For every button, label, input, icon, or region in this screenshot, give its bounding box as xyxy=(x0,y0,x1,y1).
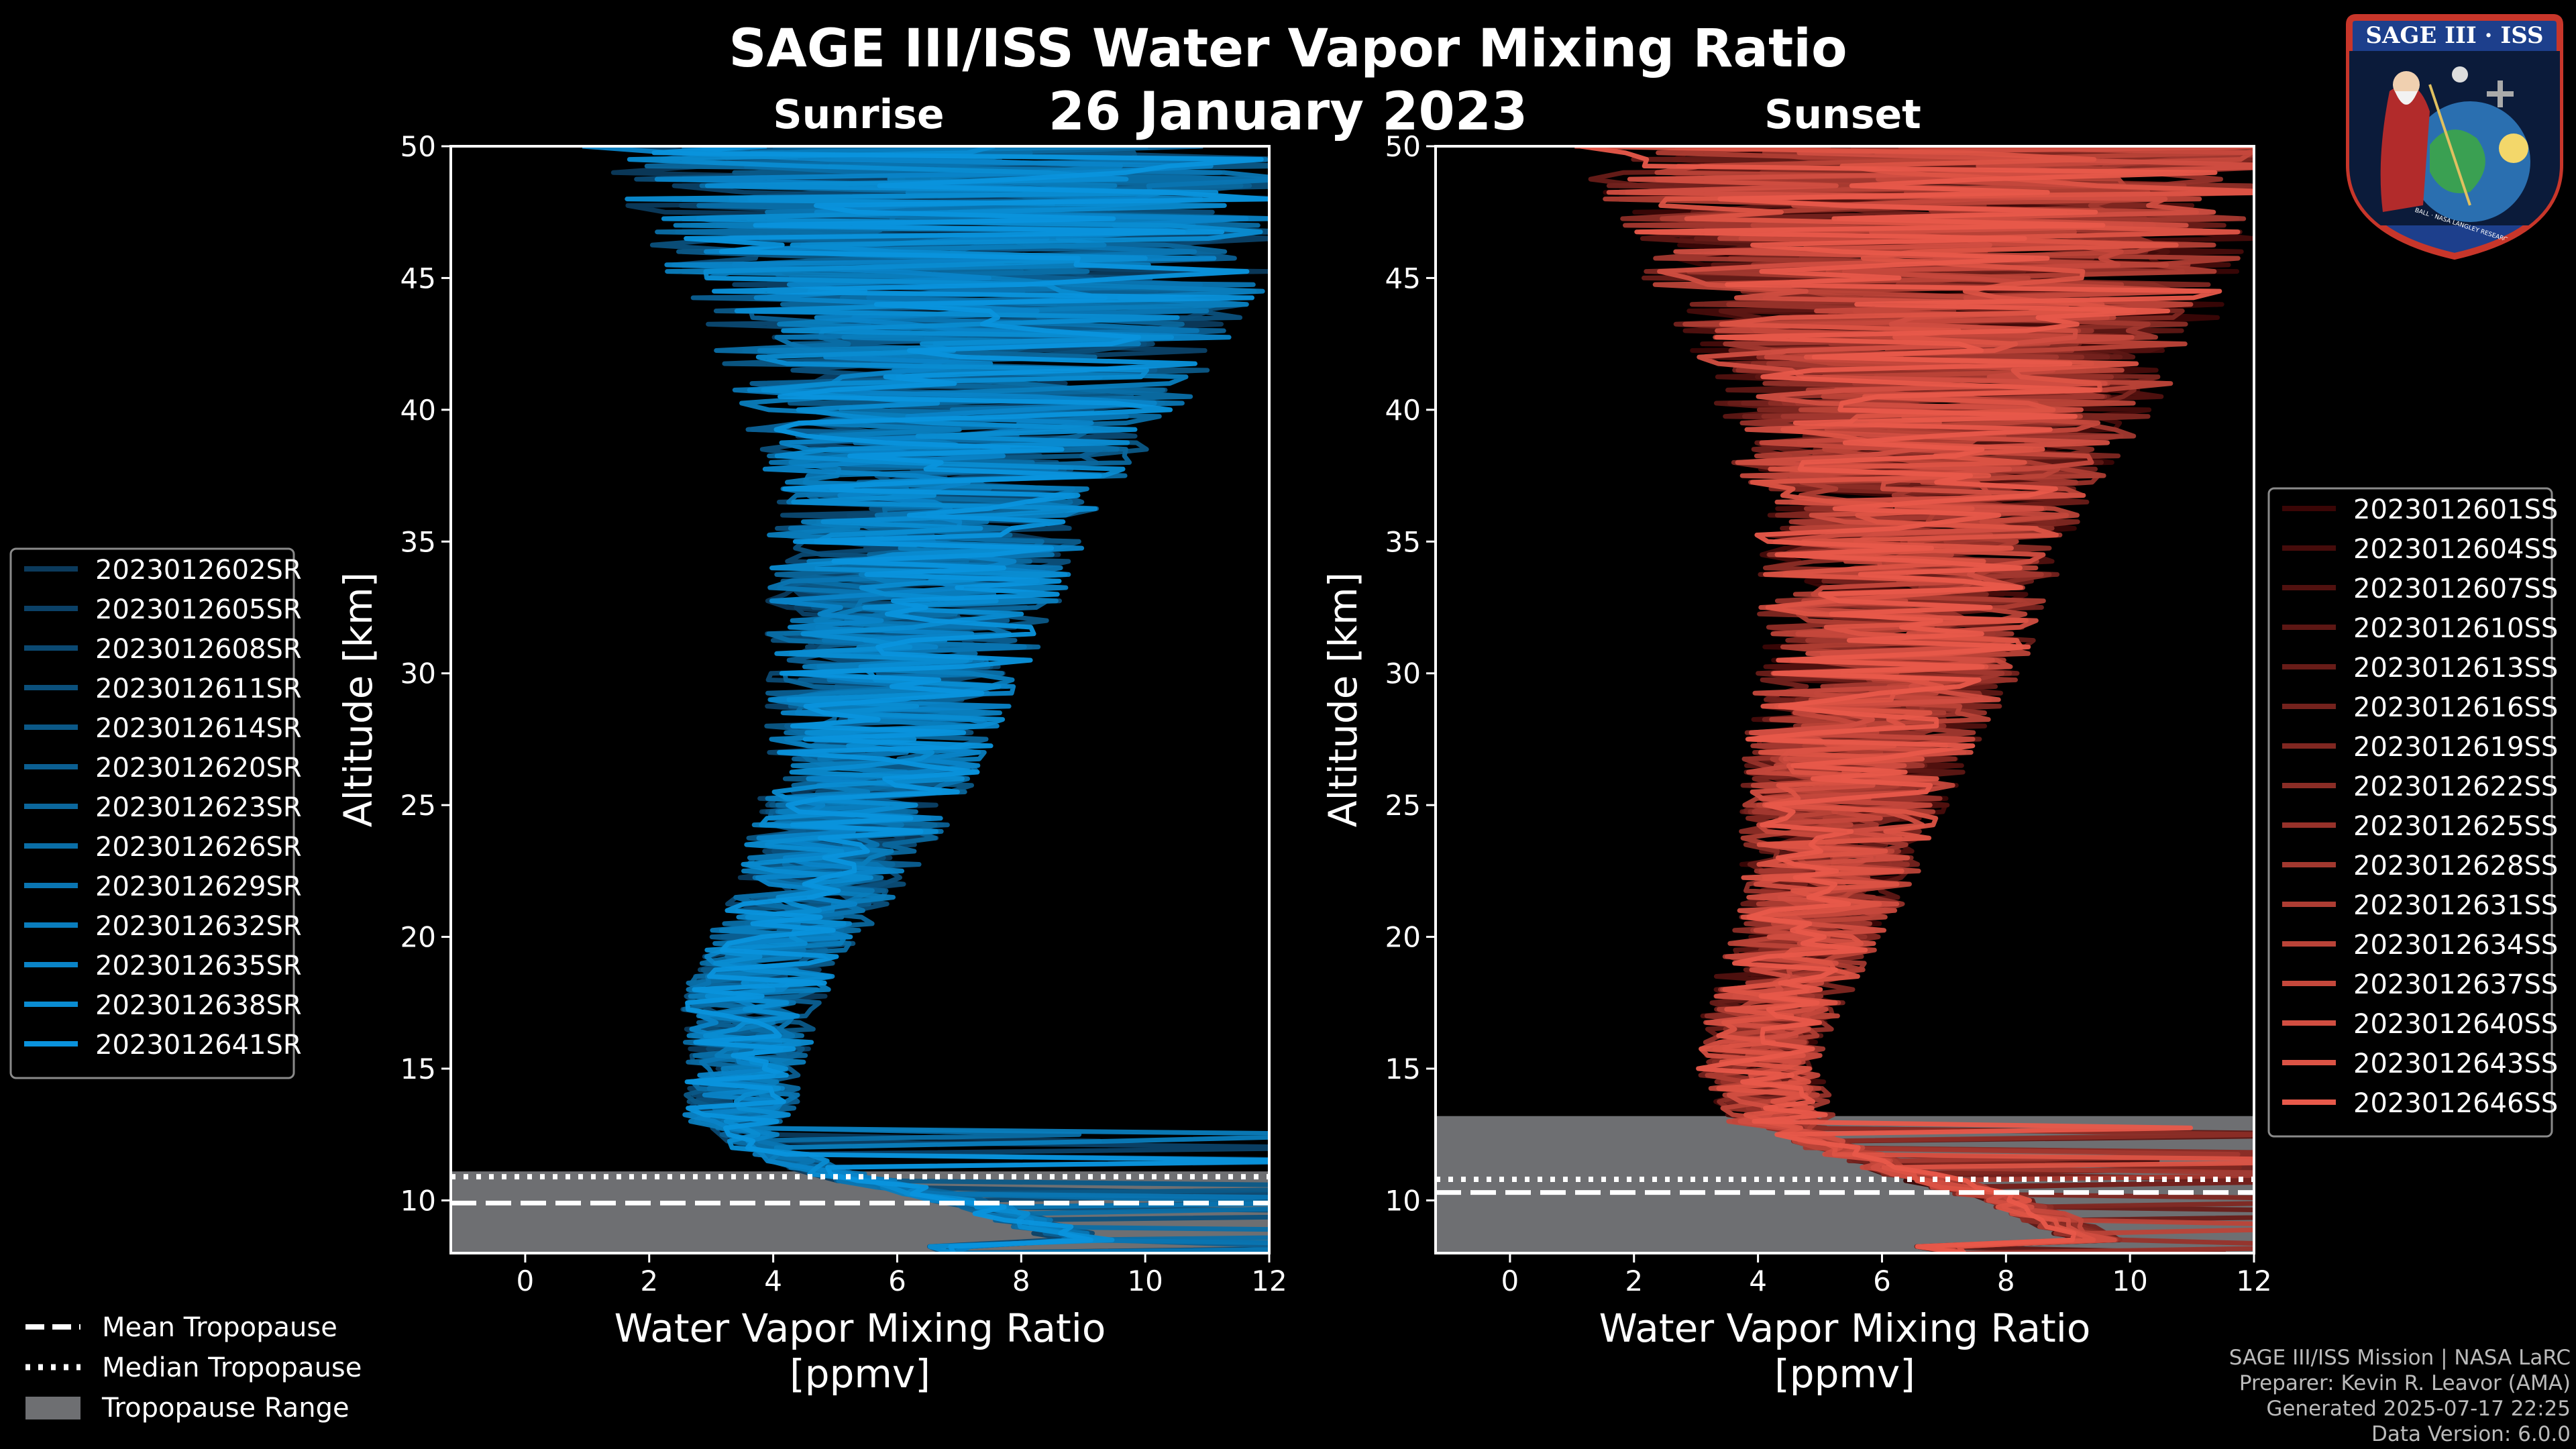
sunset-legend-label: 2023012619SS xyxy=(2353,732,2558,763)
sunset-panel-title: Sunset xyxy=(1764,91,1921,138)
sunset-xtick-label: 10 xyxy=(2112,1265,2147,1297)
sunset-xtick-label: 12 xyxy=(2236,1265,2271,1297)
sunrise-legend-label: 2023012641SR xyxy=(95,1030,302,1061)
sunrise-panel-title: Sunrise xyxy=(773,91,945,138)
date-title: 26 January 2023 xyxy=(1048,82,1528,142)
sunrise-xtick-label: 12 xyxy=(1251,1265,1287,1297)
sunrise-legend: 2023012602SR 2023012605SR 2023012608SR 2023… xyxy=(9,547,302,1079)
sunset-legend-label: 2023012631SS xyxy=(2353,890,2558,921)
sunset-ytick-label: 25 xyxy=(1385,789,1421,822)
sunset-xlabel: Water Vapor Mixing Ratio xyxy=(1599,1305,2091,1351)
sunrise-xlabel: Water Vapor Mixing Ratio xyxy=(614,1305,1106,1351)
sunset-legend-label: 2023012628SS xyxy=(2353,851,2558,881)
sunrise-legend-label: 2023012635SR xyxy=(95,951,302,981)
sunset-legend: 2023012601SS 2023012604SS 2023012607SS 2023… xyxy=(2267,487,2558,1138)
sunrise-legend-label: 2023012614SR xyxy=(95,713,302,744)
sunrise-xlabel-unit: [ppmv] xyxy=(790,1351,930,1397)
sunset-xtick-label: 8 xyxy=(1997,1265,2015,1297)
sunset-legend-frame xyxy=(2267,487,2553,1138)
sunrise-profile-2023012638SR xyxy=(625,146,1263,1253)
sunrise-legend-label: 2023012638SR xyxy=(95,990,302,1021)
sunset-legend-label: 2023012610SS xyxy=(2353,613,2558,644)
sunset-legend-label: 2023012637SS xyxy=(2353,969,2558,1000)
sunrise-xtick-label: 2 xyxy=(640,1265,658,1297)
sunrise-legend-label: 2023012611SR xyxy=(95,674,302,704)
sunset-xtick-label: 0 xyxy=(1501,1265,1519,1297)
sunset-legend-label: 2023012601SS xyxy=(2353,494,2558,525)
sunset-chart: 0 2 4 6 8 10 12 10 15 20 25 30 35 40 45 50 Water Vapor M… xyxy=(1320,130,2272,1397)
sunrise-legend-label: 2023012608SR xyxy=(95,634,302,665)
sunrise-ytick-label: 25 xyxy=(400,789,436,822)
sunrise-legend-label: 2023012623SR xyxy=(95,792,302,823)
sunrise-legend-label: 2023012626SR xyxy=(95,832,302,863)
tropopause-range-swatch xyxy=(25,1397,80,1419)
sunset-legend-label: 2023012622SS xyxy=(2353,771,2558,802)
sunset-legend-label: 2023012643SS xyxy=(2353,1049,2558,1079)
footer-credits: SAGE III/ISS Mission | NASA LaRC Prepare… xyxy=(1967,1345,2571,1447)
footer-version: Data Version: 6.0.0 xyxy=(2371,1422,2571,1446)
logo-title: SAGE III · ISS xyxy=(2365,22,2543,49)
sunrise-ytick-label: 40 xyxy=(400,394,436,427)
sunset-ytick-label: 15 xyxy=(1385,1053,1421,1085)
sunset-legend-label: 2023012625SS xyxy=(2353,811,2558,842)
tropopause-legend: Mean Tropopause Median Tropopause Tropopau… xyxy=(25,1312,362,1424)
sunrise-xtick-label: 10 xyxy=(1127,1265,1163,1297)
sunset-legend-label: 2023012634SS xyxy=(2353,930,2558,961)
median-tropopause-label: Median Tropopause xyxy=(102,1352,362,1383)
sunset-xtick-label: 2 xyxy=(1625,1265,1643,1297)
sunrise-legend-label: 2023012605SR xyxy=(95,594,302,625)
footer-preparer: Preparer: Kevin R. Leavor (AMA) xyxy=(2239,1371,2571,1395)
sunrise-ytick-label: 35 xyxy=(400,525,436,558)
sunset-profile-2023012646SS xyxy=(1580,146,2222,1253)
sunrise-legend-label: 2023012602SR xyxy=(95,555,302,586)
sunrise-ytick-label: 20 xyxy=(400,921,436,954)
tropopause-range-label: Tropopause Range xyxy=(101,1393,350,1424)
sunset-legend-label: 2023012616SS xyxy=(2353,692,2558,723)
sunrise-ytick-label: 45 xyxy=(400,262,436,294)
sunrise-legend-label: 2023012632SR xyxy=(95,911,302,942)
sunset-ytick-label: 50 xyxy=(1385,130,1421,163)
sunset-ytick-label: 35 xyxy=(1385,525,1421,558)
sunset-legend-label: 2023012640SS xyxy=(2353,1009,2558,1040)
sunset-ytick-label: 10 xyxy=(1385,1184,1421,1217)
sunset-ytick-label: 45 xyxy=(1385,262,1421,294)
sunrise-plot-area xyxy=(451,146,1269,1253)
sunset-ylabel: Altitude [km] xyxy=(1320,572,1366,827)
sunrise-chart: 0 2 4 6 8 10 12 10 15 20 25 30 35 40 45 50 Water Vapor M… xyxy=(335,130,1287,1397)
sunrise-xtick-label: 4 xyxy=(764,1265,782,1297)
sunset-plot-area xyxy=(1436,146,2254,1253)
sunset-xtick-label: 6 xyxy=(1873,1265,1891,1297)
page-title: SAGE III/ISS Water Vapor Mixing Ratio xyxy=(729,19,1847,79)
sunset-legend-label: 2023012607SS xyxy=(2353,574,2558,604)
sunrise-profile-2023012641SR xyxy=(651,146,1269,1253)
sunrise-ytick-label: 15 xyxy=(400,1053,436,1085)
footer-mission: SAGE III/ISS Mission | NASA LaRC xyxy=(2229,1346,2571,1370)
sunset-ytick-label: 40 xyxy=(1385,394,1421,427)
sunset-xlabel-unit: [ppmv] xyxy=(1774,1351,1915,1397)
sunrise-axes-frame xyxy=(449,145,1271,1254)
sage-mission-logo: BALL · NASA LANGLEY RESEARCH CENTER · TA… xyxy=(2346,14,2563,260)
footer-generated: Generated 2025-07-17 22:25 xyxy=(2266,1397,2571,1421)
sunset-legend-label: 2023012613SS xyxy=(2353,653,2558,684)
sunrise-ytick-label: 50 xyxy=(400,130,436,163)
sunset-legend-label: 2023012646SS xyxy=(2353,1088,2558,1119)
sunset-xtick-label: 4 xyxy=(1749,1265,1767,1297)
sunrise-legend-label: 2023012620SR xyxy=(95,753,302,784)
mean-tropopause-label: Mean Tropopause xyxy=(102,1312,337,1343)
sunset-legend-label: 2023012604SS xyxy=(2353,534,2558,565)
sunrise-legend-frame xyxy=(9,547,295,1079)
sunset-axes-frame xyxy=(1434,145,2255,1254)
sunset-ytick-label: 20 xyxy=(1385,921,1421,954)
sunrise-xtick-label: 6 xyxy=(888,1265,906,1297)
sunrise-ytick-label: 10 xyxy=(400,1184,436,1217)
sunrise-ylabel: Altitude [km] xyxy=(335,572,381,827)
sunset-ytick-label: 30 xyxy=(1385,657,1421,690)
sunrise-ytick-label: 30 xyxy=(400,657,436,690)
sunrise-legend-label: 2023012629SR xyxy=(95,871,302,902)
sunrise-xtick-label: 0 xyxy=(517,1265,535,1297)
sunrise-xtick-label: 8 xyxy=(1012,1265,1030,1297)
